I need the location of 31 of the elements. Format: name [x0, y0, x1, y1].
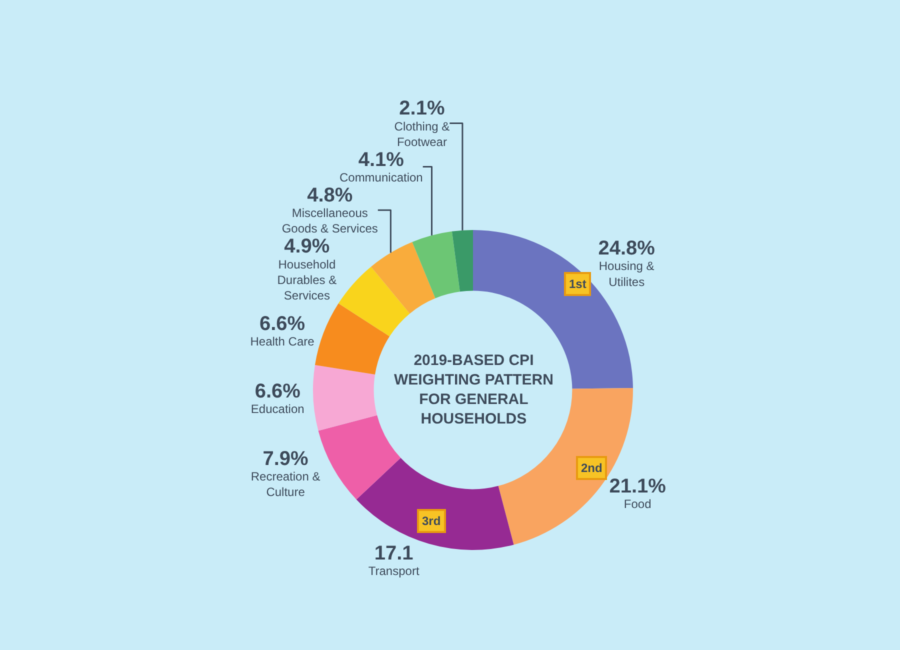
- slice-label: Food: [624, 497, 652, 512]
- donut-slice: [412, 231, 460, 298]
- data-label: 2.1%: [399, 98, 445, 120]
- slice-label: Transport: [368, 564, 420, 578]
- data-label: 4.1%: [358, 148, 404, 171]
- slice-label: Education: [250, 402, 304, 416]
- slice-label: Household Durables & Services: [277, 257, 337, 303]
- donut-slice: [313, 364, 378, 431]
- text: 2019-BASED CPI WEIGHTING PATTERN FOR GENERAL HOUSEHOLDS: [394, 352, 554, 428]
- data-label: 6.6%: [254, 380, 301, 402]
- donut-slice: [452, 230, 473, 292]
- data-label: 4.8%: [307, 184, 353, 206]
- text: 1st: [569, 277, 586, 291]
- text: 2nd: [581, 461, 602, 475]
- text: 3rd: [422, 514, 441, 528]
- slice-label: Miscellaneous Goods & Services: [282, 206, 378, 236]
- data-label: 17.1: [374, 542, 414, 564]
- data-label: 24.8%: [598, 238, 656, 260]
- data-label: 7.9%: [262, 448, 309, 470]
- donut-slice: [318, 415, 401, 500]
- donut-slice: [314, 303, 390, 374]
- data-label: 21.1%: [609, 476, 666, 498]
- donut-slice: [371, 242, 436, 314]
- slice-label: Housing & Utilites: [598, 259, 654, 289]
- donut-slice: [338, 266, 410, 336]
- slice-label: Clothing & Footwear: [394, 119, 450, 149]
- slice-label: Communication: [339, 170, 423, 185]
- slice-label: Health Care: [250, 334, 315, 349]
- data-label: 4.9%: [284, 236, 330, 258]
- data-label: 6.6%: [259, 312, 306, 335]
- slice-label: Recreation & Culture: [250, 470, 320, 500]
